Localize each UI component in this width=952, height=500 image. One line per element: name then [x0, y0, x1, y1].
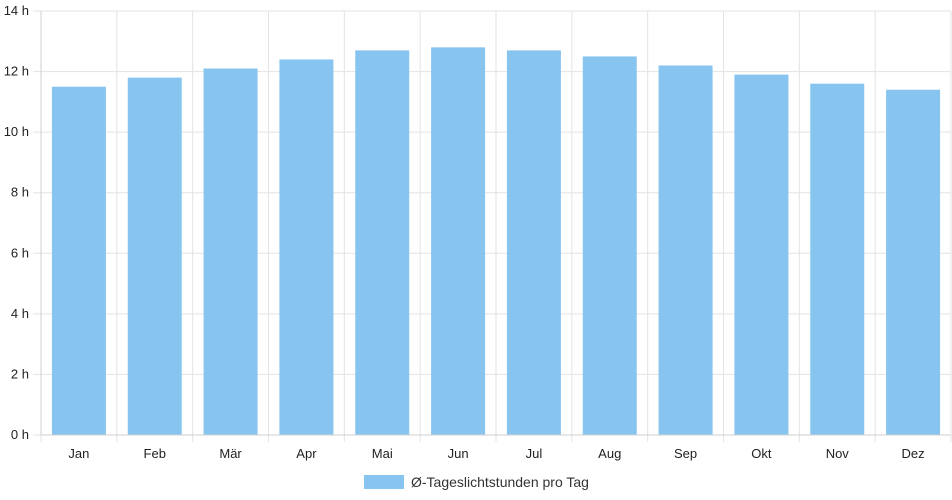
bar-apr[interactable] [279, 59, 334, 435]
bar-feb[interactable] [127, 77, 182, 435]
y-tick-label: 10 h [4, 124, 29, 139]
x-tick-label: Feb [144, 446, 166, 461]
y-tick-label: 6 h [11, 245, 29, 260]
bars [51, 47, 941, 436]
bar-sep[interactable] [658, 65, 713, 435]
y-tick-label: 14 h [4, 3, 29, 18]
y-tick-label: 0 h [11, 427, 29, 442]
bar-dez[interactable] [886, 89, 941, 435]
x-tick-label: Jan [68, 446, 89, 461]
y-tick-label: 4 h [11, 306, 29, 321]
legend[interactable]: Ø-Tageslichtstunden pro Tag [364, 474, 589, 490]
x-tick-label: Mai [372, 446, 393, 461]
x-tick-label: Sep [674, 446, 697, 461]
x-tick-label: Aug [598, 446, 621, 461]
legend-label: Ø-Tageslichtstunden pro Tag [411, 474, 589, 490]
y-tick-label: 8 h [11, 185, 29, 200]
bar-mai[interactable] [355, 50, 410, 435]
legend-swatch [364, 475, 404, 489]
bar-jun[interactable] [431, 47, 486, 435]
y-tick-label: 2 h [11, 366, 29, 381]
x-tick-label: Apr [296, 446, 317, 461]
bar-jan[interactable] [51, 86, 106, 435]
bar-okt[interactable] [734, 74, 789, 435]
x-tick-label: Dez [902, 446, 925, 461]
grid-lines [33, 10, 952, 442]
x-tick-label: Nov [826, 446, 850, 461]
bar-mär[interactable] [203, 68, 258, 436]
axes: 0 h 2 h 4 h 6 h 8 h 10 h 12 h 14 h Jan Feb Mär Apr M… [4, 3, 951, 461]
bar-aug[interactable] [582, 56, 637, 436]
bar-jul[interactable] [506, 50, 561, 435]
x-tick-label: Mär [219, 446, 242, 461]
x-tick-label: Jun [448, 446, 469, 461]
x-tick-label: Jul [526, 446, 543, 461]
x-tick-label: Okt [751, 446, 772, 461]
y-tick-label: 12 h [4, 64, 29, 79]
bar-nov[interactable] [810, 83, 865, 435]
